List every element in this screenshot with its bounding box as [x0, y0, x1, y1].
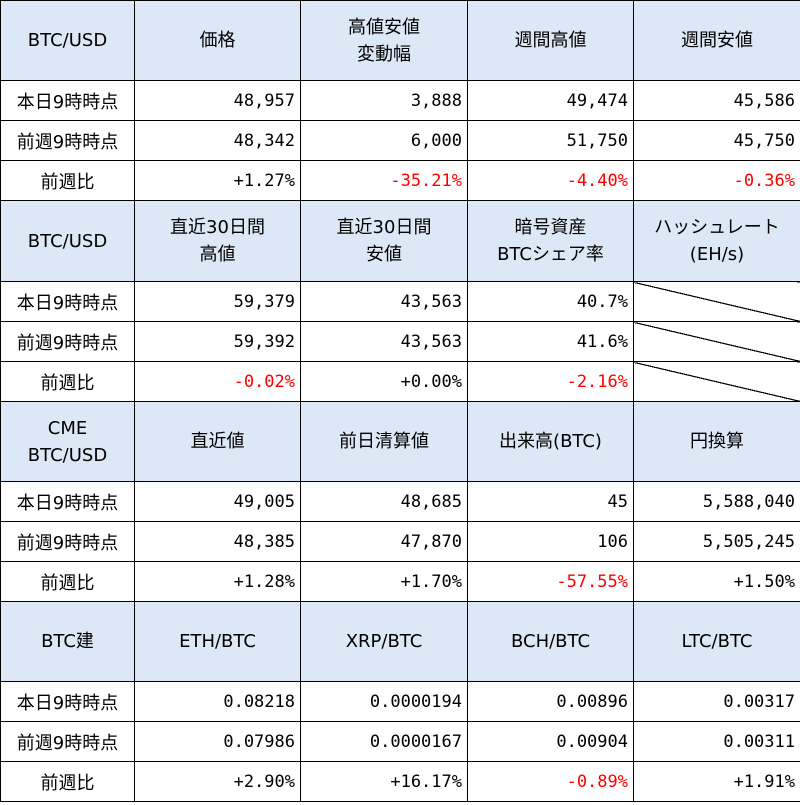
- value-cell: 0.00904: [467, 721, 634, 762]
- row-label: 本日9時時点: [0, 281, 135, 322]
- table-row: 前週比 +2.90% +16.17% -0.89% +1.91%: [0, 761, 800, 802]
- table-row: 本日9時時点 49,005 48,685 45 5,588,040: [0, 481, 800, 522]
- change-cell: +0.00%: [300, 361, 468, 402]
- header-cell: 暗号資産 BTCシェア率: [467, 200, 634, 282]
- change-cell: +1.70%: [300, 561, 468, 602]
- change-cell: -0.89%: [467, 761, 634, 802]
- table-row: 本日9時時点 59,379 43,563 40.7%: [0, 281, 800, 322]
- header-cell: 直近値: [134, 401, 301, 482]
- row-label: 前週比: [0, 561, 135, 602]
- value-cell: 5,505,245: [633, 521, 800, 562]
- header-cell: ハッシュレート (EH/s): [633, 200, 800, 282]
- row-label: 前週比: [0, 761, 135, 802]
- value-cell: 0.07986: [134, 721, 301, 762]
- empty-slashed-cell: [633, 361, 800, 402]
- value-cell: 59,392: [134, 321, 301, 362]
- header-cell: ETH/BTC: [134, 601, 301, 682]
- change-cell: +1.27%: [134, 160, 301, 201]
- change-cell: -0.36%: [633, 160, 800, 201]
- value-cell: 45,750: [633, 120, 800, 161]
- value-cell: 49,005: [134, 481, 301, 522]
- value-cell: 43,563: [300, 281, 468, 322]
- value-cell: 59,379: [134, 281, 301, 322]
- value-cell: 49,474: [467, 80, 634, 121]
- value-cell: 48,685: [300, 481, 468, 522]
- value-cell: 0.0000167: [300, 721, 468, 762]
- value-cell: 0.00317: [633, 681, 800, 722]
- value-cell: 5,588,040: [633, 481, 800, 522]
- value-cell: 0.08218: [134, 681, 301, 722]
- change-cell: -2.16%: [467, 361, 634, 402]
- value-cell: 106: [467, 521, 634, 562]
- row-label: 本日9時時点: [0, 681, 135, 722]
- table-row: 本日9時時点 48,957 3,888 49,474 45,586: [0, 80, 800, 121]
- header-row: BTC/USD 価格 高値安値 変動幅 週間高値 週間安値: [0, 0, 800, 81]
- value-cell: 0.0000194: [300, 681, 468, 722]
- value-cell: 0.00311: [633, 721, 800, 762]
- row-label: 前週比: [0, 361, 135, 402]
- value-cell: 45: [467, 481, 634, 522]
- row-label: 本日9時時点: [0, 80, 135, 121]
- header-cell: 高値安値 変動幅: [300, 0, 468, 81]
- value-cell: 0.00896: [467, 681, 634, 722]
- value-cell: 51,750: [467, 120, 634, 161]
- header-row: BTC/USD 直近30日間 高値 直近30日間 安値 暗号資産 BTCシェア率 ハッ…: [0, 200, 800, 282]
- header-cell: 週間高値: [467, 0, 634, 81]
- table-row: 前週9時時点 59,392 43,563 41.6%: [0, 321, 800, 362]
- table-row: 前週9時時点 0.07986 0.0000167 0.00904 0.00311: [0, 721, 800, 762]
- header-cell: CME BTC/USD: [0, 401, 135, 482]
- value-cell: 40.7%: [467, 281, 634, 322]
- change-cell: +1.28%: [134, 561, 301, 602]
- value-cell: 47,870: [300, 521, 468, 562]
- value-cell: 48,385: [134, 521, 301, 562]
- row-label: 前週比: [0, 160, 135, 201]
- header-cell: 円換算: [633, 401, 800, 482]
- header-row: CME BTC/USD 直近値 前日清算値 出来高(BTC) 円換算: [0, 401, 800, 482]
- value-cell: 48,957: [134, 80, 301, 121]
- table-row: 前週比 -0.02% +0.00% -2.16%: [0, 361, 800, 402]
- value-cell: 45,586: [633, 80, 800, 121]
- change-cell: +1.91%: [633, 761, 800, 802]
- value-cell: 3,888: [300, 80, 468, 121]
- header-cell: 出来高(BTC): [467, 401, 634, 482]
- change-cell: +1.50%: [633, 561, 800, 602]
- table-row: 前週比 +1.27% -35.21% -4.40% -0.36%: [0, 160, 800, 201]
- value-cell: 41.6%: [467, 321, 634, 362]
- table-row: 本日9時時点 0.08218 0.0000194 0.00896 0.00317: [0, 681, 800, 722]
- header-cell: 直近30日間 高値: [134, 200, 301, 282]
- header-cell: LTC/BTC: [633, 601, 800, 682]
- header-cell: XRP/BTC: [300, 601, 468, 682]
- header-cell: 前日清算値: [300, 401, 468, 482]
- change-cell: -35.21%: [300, 160, 468, 201]
- change-cell: -57.55%: [467, 561, 634, 602]
- header-cell: BTC/USD: [0, 200, 135, 282]
- row-label: 前週9時時点: [0, 721, 135, 762]
- row-label: 前週9時時点: [0, 521, 135, 562]
- header-cell: 直近30日間 安値: [300, 200, 468, 282]
- row-label: 本日9時時点: [0, 481, 135, 522]
- change-cell: -4.40%: [467, 160, 634, 201]
- change-cell: -0.02%: [134, 361, 301, 402]
- header-cell: BTC建: [0, 601, 135, 682]
- table-row: 前週9時時点 48,385 47,870 106 5,505,245: [0, 521, 800, 562]
- change-cell: +16.17%: [300, 761, 468, 802]
- header-cell: BTC/USD: [0, 0, 135, 81]
- header-cell: BCH/BTC: [467, 601, 634, 682]
- header-row: BTC建 ETH/BTC XRP/BTC BCH/BTC LTC/BTC: [0, 601, 800, 682]
- value-cell: 43,563: [300, 321, 468, 362]
- empty-slashed-cell: [633, 281, 800, 322]
- value-cell: 48,342: [134, 120, 301, 161]
- change-cell: +2.90%: [134, 761, 301, 802]
- empty-slashed-cell: [633, 321, 800, 362]
- table-row: 前週9時時点 48,342 6,000 51,750 45,750: [0, 120, 800, 161]
- row-label: 前週9時時点: [0, 321, 135, 362]
- row-label: 前週9時時点: [0, 120, 135, 161]
- header-cell: 価格: [134, 0, 301, 81]
- value-cell: 6,000: [300, 120, 468, 161]
- header-cell: 週間安値: [633, 0, 800, 81]
- table-row: 前週比 +1.28% +1.70% -57.55% +1.50%: [0, 561, 800, 602]
